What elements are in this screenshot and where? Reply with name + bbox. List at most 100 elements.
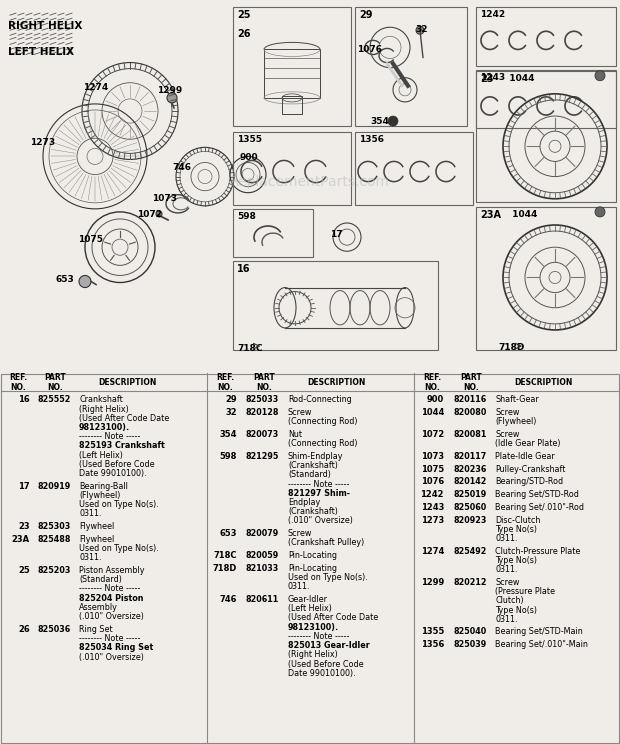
Text: Bearing-Ball: Bearing-Ball	[79, 482, 128, 491]
Circle shape	[595, 71, 605, 80]
Text: 825019: 825019	[453, 490, 486, 499]
Text: 1274: 1274	[83, 83, 108, 92]
Text: (.010" Oversize): (.010" Oversize)	[288, 516, 353, 525]
Text: 820059: 820059	[246, 551, 279, 560]
Text: Screw: Screw	[288, 529, 312, 538]
Text: 354: 354	[370, 117, 389, 126]
Circle shape	[156, 211, 162, 217]
Text: (Crankshaft): (Crankshaft)	[288, 507, 338, 516]
Text: 1243: 1243	[420, 503, 444, 512]
Text: 825193 Crankshaft: 825193 Crankshaft	[79, 441, 165, 450]
Text: 1356: 1356	[359, 135, 384, 144]
Text: 820073: 820073	[246, 430, 279, 439]
Text: 718D: 718D	[213, 564, 237, 573]
Text: 29: 29	[359, 10, 373, 20]
Text: Pin-Locating: Pin-Locating	[288, 564, 337, 573]
Bar	[476, 70, 616, 128]
Text: 1044: 1044	[500, 74, 534, 83]
Text: Screw: Screw	[495, 430, 520, 439]
Text: 0311.: 0311.	[79, 554, 102, 562]
Bar	[476, 71, 616, 202]
Text: 598: 598	[237, 212, 256, 221]
Text: Screw: Screw	[288, 408, 312, 417]
Text: 825034 Ring Set: 825034 Ring Set	[79, 644, 153, 652]
Text: 1075: 1075	[421, 465, 444, 474]
Text: (Connecting Rod): (Connecting Rod)	[288, 417, 358, 426]
Text: (Flywheel): (Flywheel)	[495, 417, 536, 426]
Text: DESCRIPTION: DESCRIPTION	[307, 378, 365, 387]
Text: 1076: 1076	[421, 478, 444, 487]
Text: 1356: 1356	[420, 640, 444, 650]
Circle shape	[388, 116, 398, 126]
Text: Bearing Set/.010"-Rod: Bearing Set/.010"-Rod	[495, 503, 584, 512]
Text: 0311.: 0311.	[495, 534, 518, 543]
Text: 825204 Piston: 825204 Piston	[79, 594, 143, 603]
Text: 0311.: 0311.	[495, 615, 518, 623]
Text: Pin-Locating: Pin-Locating	[288, 551, 337, 560]
Text: 98123100).: 98123100).	[79, 423, 130, 432]
Text: 820080: 820080	[453, 408, 486, 417]
Text: 746: 746	[219, 595, 237, 604]
Bar	[476, 207, 616, 350]
Text: 821297 Shim-: 821297 Shim-	[288, 489, 350, 498]
Text: RIGHT HELIX: RIGHT HELIX	[8, 21, 82, 31]
Text: 825303: 825303	[37, 522, 70, 531]
Text: 821295: 821295	[246, 452, 280, 461]
Text: (Used Before Code: (Used Before Code	[79, 460, 154, 469]
Text: 598: 598	[219, 452, 237, 461]
Text: 820236: 820236	[453, 465, 486, 474]
Text: 825033: 825033	[246, 395, 279, 404]
Text: Type No(s): Type No(s)	[495, 556, 537, 565]
Text: LEFT HELIX: LEFT HELIX	[8, 48, 74, 57]
Bar	[233, 261, 438, 350]
Text: 653: 653	[219, 529, 237, 538]
Text: 32: 32	[226, 408, 237, 417]
Text: -------- Note -----: -------- Note -----	[288, 480, 350, 489]
Text: 1355: 1355	[237, 135, 262, 144]
Bar	[233, 132, 351, 205]
Bar	[355, 132, 473, 205]
Text: 1299: 1299	[157, 86, 182, 94]
Text: 1355: 1355	[420, 627, 444, 636]
Text: Bearing/STD-Rod: Bearing/STD-Rod	[495, 478, 563, 487]
Text: Assembly: Assembly	[79, 603, 118, 612]
Text: 820128: 820128	[246, 408, 280, 417]
Text: 17: 17	[330, 230, 343, 239]
Text: 1242: 1242	[480, 10, 505, 19]
Text: (Used After Code Date: (Used After Code Date	[79, 414, 169, 423]
Text: (Crankshaft Pulley): (Crankshaft Pulley)	[288, 539, 365, 548]
Text: 820116: 820116	[453, 395, 486, 404]
Text: 1243: 1243	[480, 73, 505, 82]
Text: 820117: 820117	[453, 452, 486, 461]
Text: 820923: 820923	[453, 516, 486, 525]
Text: 23: 23	[19, 522, 30, 531]
Text: 1076: 1076	[357, 45, 382, 54]
Text: (Right Helix): (Right Helix)	[288, 650, 338, 659]
Text: 820142: 820142	[453, 478, 486, 487]
Text: (Idle Gear Plate): (Idle Gear Plate)	[495, 439, 560, 448]
Text: 718C: 718C	[213, 551, 237, 560]
Text: 1299: 1299	[421, 578, 444, 587]
Text: REF.
NO.: REF. NO.	[9, 373, 27, 392]
Text: Screw: Screw	[495, 578, 520, 587]
Text: (Left Helix): (Left Helix)	[79, 451, 123, 460]
Text: Flywheel: Flywheel	[79, 535, 114, 544]
Text: 821033: 821033	[246, 564, 279, 573]
Text: 23: 23	[480, 74, 494, 83]
Text: Used on Type No(s).: Used on Type No(s).	[288, 573, 368, 582]
Text: Piston Assembly: Piston Assembly	[79, 566, 144, 575]
Text: 26: 26	[18, 625, 30, 634]
Text: Shim-Endplay: Shim-Endplay	[288, 452, 343, 461]
Text: 17: 17	[19, 482, 30, 491]
Text: 825040: 825040	[453, 627, 486, 636]
Text: Plate-Idle Gear: Plate-Idle Gear	[495, 452, 555, 461]
Text: -------- Note -----: -------- Note -----	[79, 585, 140, 594]
Text: 825060: 825060	[453, 503, 486, 512]
Text: Used on Type No(s).: Used on Type No(s).	[79, 544, 159, 553]
Bar	[233, 209, 313, 257]
Text: Ring Set: Ring Set	[79, 625, 113, 634]
Text: 1273: 1273	[421, 516, 444, 525]
Circle shape	[416, 26, 424, 34]
Text: -------- Note -----: -------- Note -----	[79, 634, 140, 643]
Text: Clutch-Pressure Plate: Clutch-Pressure Plate	[495, 547, 580, 556]
